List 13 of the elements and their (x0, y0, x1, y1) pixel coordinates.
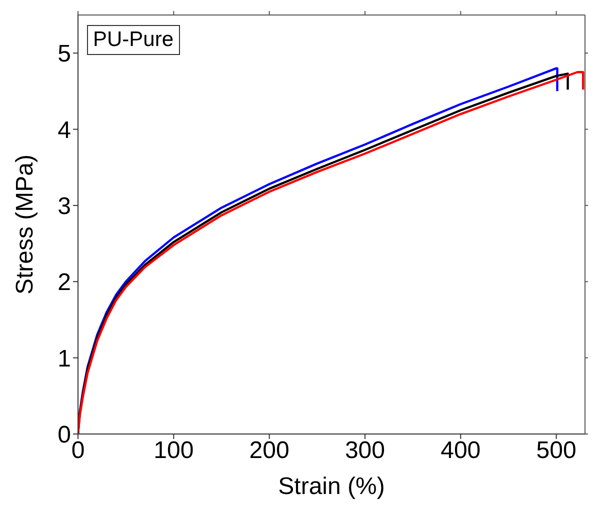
y-tick-label: 5 (58, 40, 71, 68)
x-tick-label: 500 (536, 437, 576, 464)
x-tick-label: 400 (440, 437, 481, 464)
x-tick-label: 300 (344, 437, 386, 464)
annotation: PU-Pure (87, 25, 180, 55)
y-tick-label: 3 (58, 192, 71, 220)
x-axis-title: Strain (%) (278, 473, 385, 500)
y-axis-title: Stress (MPa) (12, 154, 39, 295)
y-tick-label: 4 (58, 116, 71, 144)
y-tick-label: 1 (58, 345, 71, 372)
x-tick-label: 200 (249, 437, 290, 464)
y-tick-label: 2 (58, 269, 71, 296)
x-tick-label: 100 (154, 437, 194, 464)
